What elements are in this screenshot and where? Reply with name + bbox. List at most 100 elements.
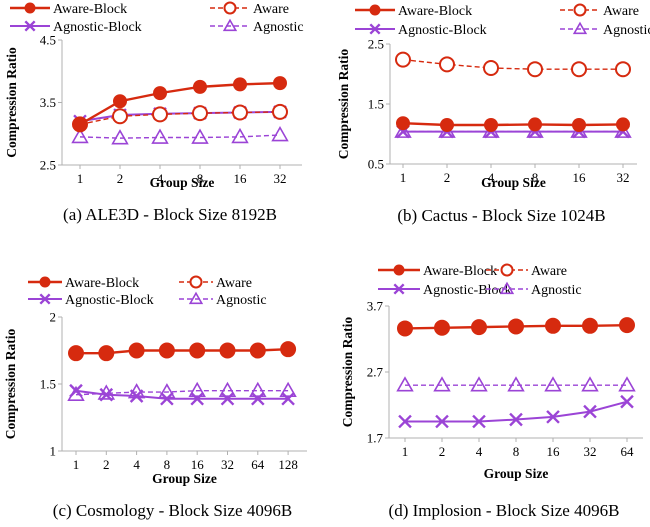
data-point (440, 118, 454, 132)
data-point (233, 77, 247, 92)
legend-marker (369, 23, 381, 35)
y-tick-label: 1.5 (368, 97, 384, 112)
data-point (193, 79, 207, 94)
data-point (69, 346, 83, 361)
data-point (271, 126, 289, 142)
y-tick-label: 2.5 (40, 158, 56, 173)
data-point (572, 118, 586, 132)
x-tick-label: 32 (274, 171, 287, 186)
series-line (79, 111, 281, 126)
data-point (281, 391, 295, 406)
legend-label: Agnostic-Block (423, 283, 512, 298)
legend-marker (24, 20, 36, 32)
series-line (75, 389, 289, 400)
x-tick-label: 4 (488, 170, 495, 185)
legend: Aware-Block Aware Agnostic-Block Agnostic (10, 1, 304, 35)
x-tick-label: 2 (444, 170, 451, 185)
legend-label: Agnostic-Block (65, 293, 154, 308)
data-point (71, 127, 89, 144)
data-point (472, 320, 486, 335)
data-point (160, 391, 174, 406)
x-tick-label: 4 (157, 171, 164, 186)
data-point (396, 116, 410, 131)
x-axis-title: Group Size (484, 466, 549, 481)
legend-label: Aware (603, 4, 639, 19)
data-point (281, 342, 296, 357)
data-point (398, 321, 412, 336)
chart-caption: (c) Cosmology - Block Size 4096B (53, 501, 292, 520)
data-point (435, 320, 449, 335)
legend-label: Agnostic (216, 293, 267, 308)
data-point (439, 56, 455, 73)
legend-label: Agnostic (531, 283, 582, 298)
legend-marker (222, 18, 238, 32)
x-tick-label: 4 (476, 444, 483, 459)
data-point (435, 414, 449, 429)
x-tick-label: 128 (278, 457, 298, 472)
legend-label: Agnostic (603, 23, 650, 38)
data-point (396, 376, 414, 392)
x-tick-label: 8 (532, 170, 539, 185)
legend-marker (572, 21, 588, 35)
legend: Aware-Block Aware Agnostic-Block Agnostic (355, 3, 650, 38)
x-tick-label: 16 (234, 171, 248, 186)
data-point (220, 343, 235, 358)
y-tick-label: 1.7 (367, 431, 384, 446)
y-tick-label: 2.5 (368, 37, 384, 52)
legend: Aware-Block Aware Agnostic-Block Agnostic (378, 263, 582, 298)
legend-label: Aware (253, 2, 289, 17)
data-point (544, 376, 562, 392)
legend-marker (573, 3, 587, 17)
data-point (231, 127, 249, 144)
data-point (509, 319, 523, 334)
data-point (433, 376, 451, 392)
x-tick-label: 32 (221, 457, 234, 472)
legend-marker (393, 283, 405, 295)
x-tick-label: 32 (617, 170, 630, 185)
x-axis-title: Group Size (152, 471, 217, 486)
legend-marker (500, 263, 514, 277)
data-point (153, 86, 167, 101)
data-point (483, 60, 499, 76)
chart-caption: (a) ALE3D - Block Size 8192B (63, 205, 277, 224)
data-point (273, 76, 287, 91)
data-point (159, 343, 174, 358)
x-tick-label: 1 (402, 444, 409, 459)
data-point (583, 404, 597, 419)
series-agnostic-block (69, 383, 295, 406)
y-tick-label: 3.7 (367, 299, 384, 314)
x-tick-label: 1 (77, 171, 84, 186)
series-line (402, 58, 623, 70)
legend-label: Aware-Block (423, 264, 497, 279)
legend-marker (393, 264, 405, 276)
legend-marker (188, 291, 204, 305)
x-tick-label: 16 (547, 444, 561, 459)
x-tick-label: 2 (117, 171, 124, 186)
data-point (616, 117, 630, 132)
chart-panel-2: 0.5 1.5 2.5 1 2 4 8 16 32 Group Size Compression R… (336, 3, 650, 225)
data-point (470, 376, 488, 392)
series-agnostic-block (396, 124, 630, 139)
data-point (620, 318, 634, 333)
data-point (546, 410, 560, 424)
series-agnostic (71, 126, 289, 145)
x-tick-label: 8 (164, 457, 171, 472)
x-tick-label: 16 (191, 457, 205, 472)
legend: Aware-Block Aware Agnostic-Block Agnostic (28, 275, 267, 308)
y-axis-title: Compression Ratio (336, 49, 351, 160)
data-point (232, 104, 248, 121)
series-line (402, 122, 624, 127)
x-axis-title: Group Size (481, 175, 546, 190)
data-point (250, 343, 265, 358)
data-point (99, 346, 114, 361)
data-point (73, 117, 87, 132)
data-point (527, 61, 543, 78)
series-aware-block (69, 342, 296, 361)
chart-panel-1: 2.5 3.5 4.5 1 2 4 8 16 32 Group Size Compression R… (4, 1, 304, 224)
legend-marker (24, 2, 36, 14)
data-point (113, 94, 127, 109)
series-agnostic (396, 376, 636, 392)
y-tick-label: 2.7 (367, 365, 384, 380)
data-point (218, 381, 237, 398)
